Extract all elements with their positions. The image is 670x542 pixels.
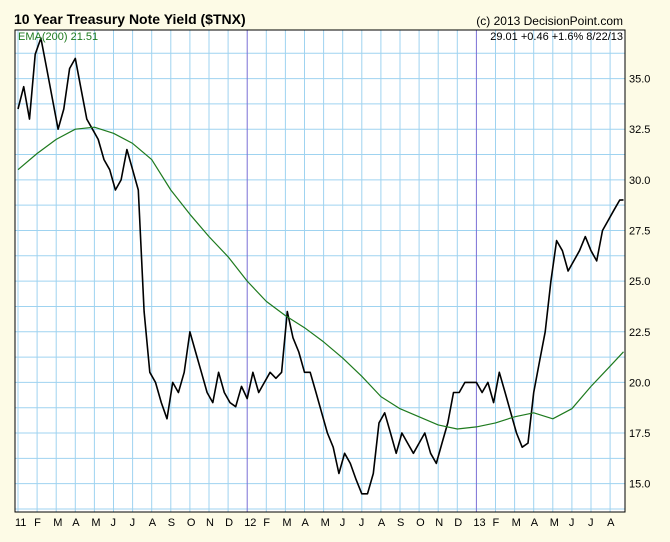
y-tick-label: 27.5 (629, 225, 650, 237)
y-tick-label: 25.0 (629, 276, 650, 288)
x-tick-label: D (454, 517, 462, 529)
x-tick-label: M (282, 517, 291, 529)
x-tick-label: J (588, 517, 594, 529)
x-tick-label: 12 (244, 517, 256, 529)
y-axis: 15.0 17.5 20.0 22.5 25.0 27.5 30.0 32.5 35.0 (629, 74, 650, 491)
x-tick-label: M (53, 517, 62, 529)
x-tick-label: F (493, 517, 500, 529)
x-tick-label: M (91, 517, 100, 529)
y-tick-label: 32.5 (629, 124, 650, 136)
x-tick-label: J (340, 517, 346, 529)
y-tick-label: 35.0 (629, 74, 650, 86)
plot-background (15, 30, 625, 512)
x-tick-label: S (168, 517, 175, 529)
x-tick-label: N (206, 517, 214, 529)
plot-border (14, 29, 626, 513)
x-tick-label: O (187, 517, 196, 529)
x-tick-label: J (359, 517, 365, 529)
x-tick-label: A (607, 517, 615, 529)
x-axis: 11 F M A M J J A S O N D 12 F M A M J J A S O N D 13 F M A M J J A (15, 517, 615, 529)
x-tick-label: M (321, 517, 330, 529)
x-tick-label: N (435, 517, 443, 529)
x-tick-label: F (263, 517, 270, 529)
x-tick-label: A (531, 517, 539, 529)
y-tick-label: 17.5 (629, 428, 650, 440)
x-tick-label: D (225, 517, 233, 529)
price-series-line (17, 37, 624, 495)
copyright-label: (c) 2013 DecisionPoint.com (476, 14, 623, 28)
ema-label: EMA(200) 21.51 (18, 31, 98, 43)
y-tick-label: 15.0 (629, 479, 650, 491)
x-tick-label: F (34, 517, 41, 529)
x-tick-label: 13 (473, 517, 485, 529)
plot-area (14, 29, 626, 513)
series-lines (17, 37, 624, 495)
x-tick-label: A (378, 517, 386, 529)
x-tick-label: J (569, 517, 575, 529)
x-tick-label: 11 (15, 517, 26, 529)
y-tick-label: 30.0 (629, 175, 650, 187)
x-tick-label: A (302, 517, 310, 529)
chart-title: 10 Year Treasury Note Yield ($TNX) (14, 11, 246, 27)
grid-lines (15, 30, 625, 512)
x-tick-label: A (149, 517, 157, 529)
y-tick-label: 22.5 (629, 327, 650, 339)
x-tick-label: M (512, 517, 521, 529)
x-tick-label: A (72, 517, 80, 529)
x-tick-label: M (550, 517, 559, 529)
x-tick-label: J (130, 517, 136, 529)
ema-series-line (17, 126, 624, 430)
x-tick-label: O (416, 517, 425, 529)
y-tick-label: 20.0 (629, 377, 650, 389)
x-tick-label: S (397, 517, 404, 529)
x-tick-label: J (111, 517, 117, 529)
last-quote-label: 29.01 +0.46 +1.6% 8/22/13 (490, 31, 623, 43)
